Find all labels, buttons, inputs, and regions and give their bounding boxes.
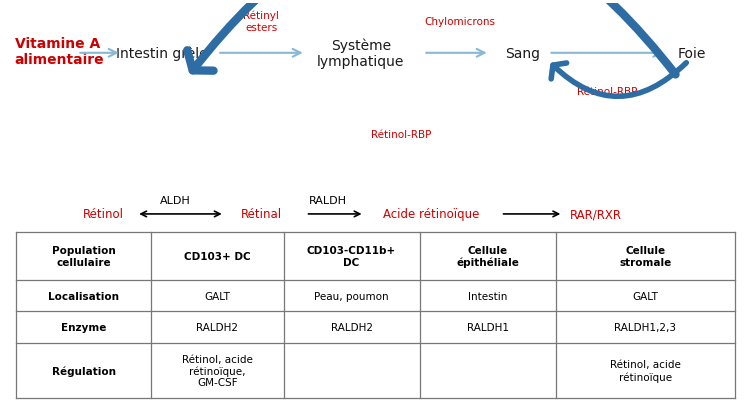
- Text: GALT: GALT: [632, 291, 658, 301]
- Text: Acide rétinoïque: Acide rétinoïque: [382, 208, 479, 221]
- Text: RAR/RXR: RAR/RXR: [570, 208, 623, 221]
- Text: ALDH: ALDH: [160, 196, 191, 205]
- Text: Rétinol, acide
rétinoïque,
GM-CSF: Rétinol, acide rétinoïque, GM-CSF: [182, 354, 252, 388]
- Bar: [17, 232, 734, 398]
- Text: Chylomicrons: Chylomicrons: [424, 17, 496, 27]
- Text: Population
cellulaire: Population cellulaire: [52, 245, 116, 267]
- Text: GALT: GALT: [204, 291, 231, 301]
- Text: Rétinol: Rétinol: [83, 208, 124, 221]
- Text: Rétinol-RBP: Rétinol-RBP: [578, 86, 638, 96]
- Text: Enzyme: Enzyme: [61, 322, 107, 333]
- Text: Sang: Sang: [505, 47, 540, 61]
- Text: Foie: Foie: [678, 47, 706, 61]
- Text: RALDH2: RALDH2: [196, 322, 238, 333]
- Text: Intestin grèle: Intestin grèle: [116, 47, 208, 61]
- FancyArrowPatch shape: [187, 0, 676, 75]
- Text: RALDH1: RALDH1: [466, 322, 508, 333]
- Text: Système
lymphatique: Système lymphatique: [317, 38, 405, 69]
- Text: CD103-CD11b+
DC: CD103-CD11b+ DC: [307, 245, 397, 267]
- Text: Rétinol, acide
rétinoïque: Rétinol, acide rétinoïque: [610, 360, 680, 382]
- Text: Vitamine A
alimentaire: Vitamine A alimentaire: [15, 36, 104, 67]
- Text: Localisation: Localisation: [48, 291, 119, 301]
- Text: Intestin: Intestin: [468, 291, 508, 301]
- Text: Régulation: Régulation: [52, 365, 116, 376]
- Text: Rétinal: Rétinal: [241, 208, 282, 221]
- Text: RALDH2: RALDH2: [330, 322, 372, 333]
- Text: Cellule
épithéliale: Cellule épithéliale: [457, 245, 519, 267]
- Text: CD103+ DC: CD103+ DC: [184, 251, 251, 261]
- Text: Cellule
stromale: Cellule stromale: [619, 245, 671, 267]
- Text: Rétinol-RBP: Rétinol-RBP: [371, 130, 431, 140]
- FancyArrowPatch shape: [551, 64, 686, 97]
- Text: Rétinyl
esters: Rétinyl esters: [243, 11, 279, 33]
- Text: RALDH: RALDH: [309, 196, 347, 205]
- Text: Peau, poumon: Peau, poumon: [314, 291, 389, 301]
- Text: RALDH1,2,3: RALDH1,2,3: [614, 322, 676, 333]
